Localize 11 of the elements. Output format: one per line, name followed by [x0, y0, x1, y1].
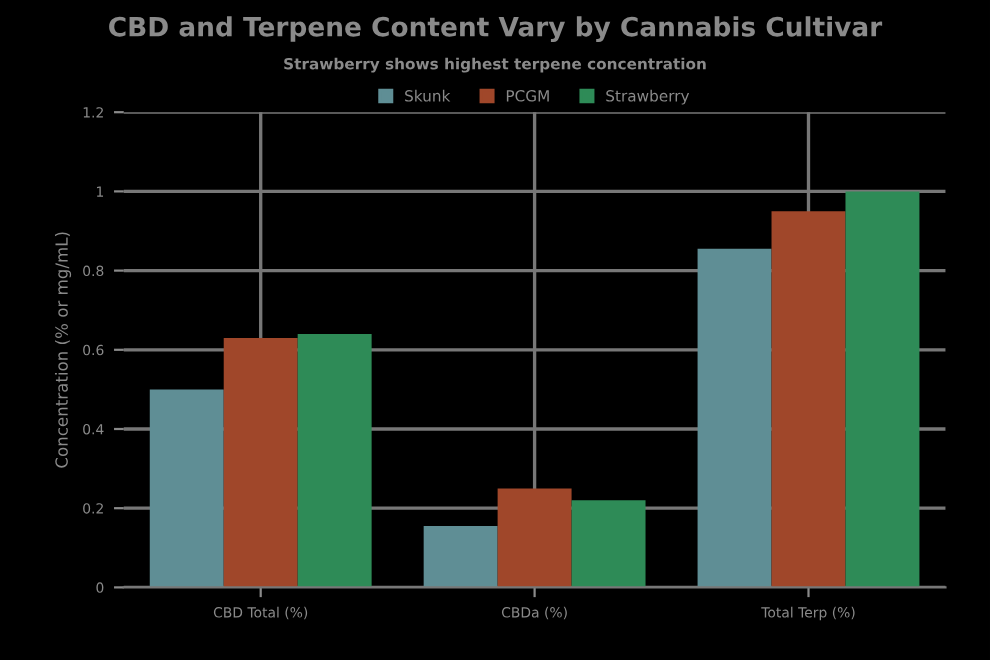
bar [297, 333, 372, 588]
bar [223, 337, 298, 588]
bar [845, 191, 920, 588]
bar [149, 389, 224, 588]
bar [497, 488, 572, 588]
bar [697, 248, 772, 588]
bar [571, 500, 646, 588]
bar [423, 526, 498, 588]
y-axis-title: Concentration (% or mg/mL) [54, 232, 72, 468]
bar [771, 211, 846, 588]
chart-title: CBD and Terpene Content Vary by Cannabis Cultivar [109, 16, 883, 42]
